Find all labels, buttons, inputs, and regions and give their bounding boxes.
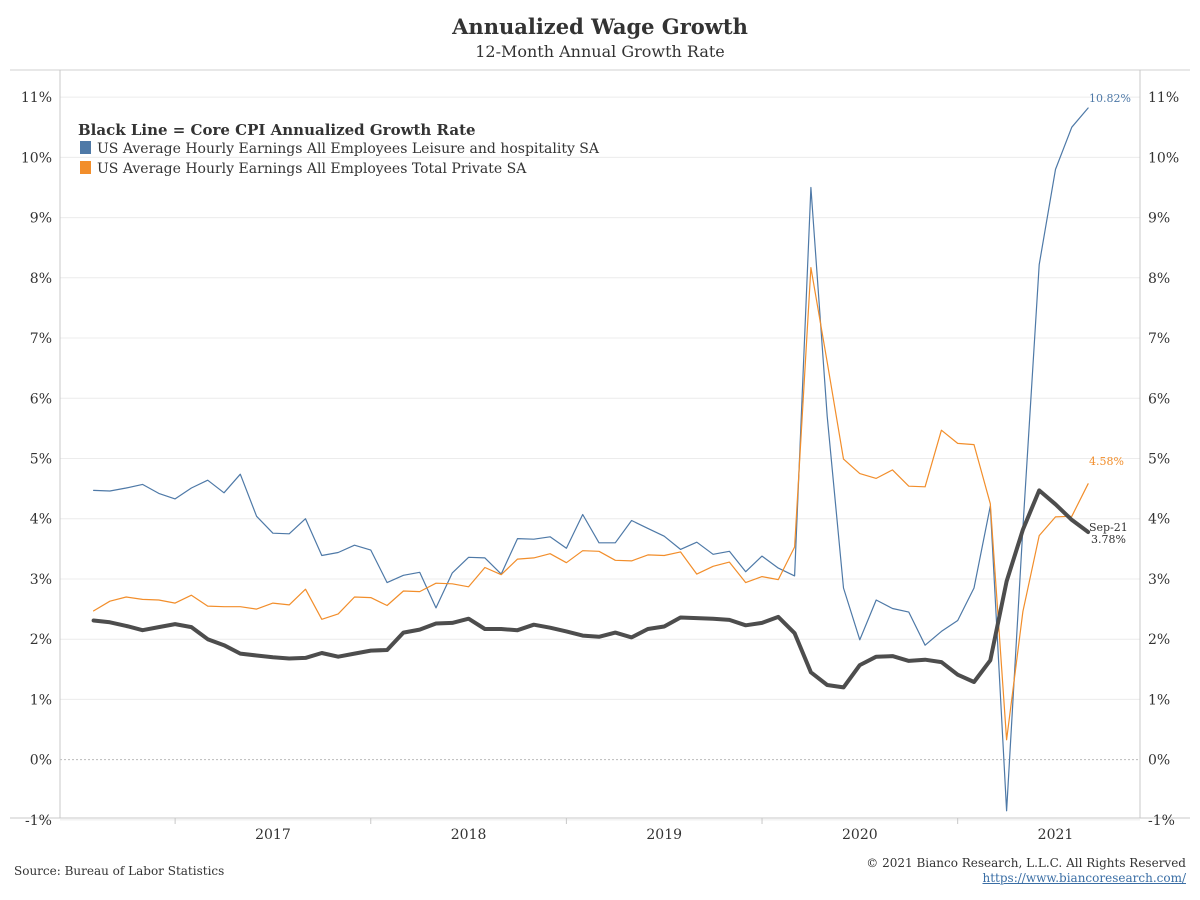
legend-title: Black Line = Core CPI Annualized Growth …: [78, 121, 476, 139]
y-tick-label-left: 8%: [30, 271, 52, 287]
private-end-label: 4.58%: [1089, 455, 1124, 468]
series-line-core-cpi: [91, 488, 1091, 690]
y-axis-left: -1% 0% 1% 2% 3% 4% 5% 6% 7% 8% 9% 10% 11%: [21, 90, 52, 829]
y-tick-label-right: 3%: [1148, 572, 1170, 588]
chart-subtitle: 12-Month Annual Growth Rate: [475, 42, 725, 61]
annotations: 10.82% 4.58% Sep-21 3.78%: [1089, 92, 1131, 546]
y-tick-label-left: 9%: [30, 211, 52, 227]
x-tick-label: 2021: [1038, 827, 1074, 843]
y-tick-label-left: 5%: [30, 452, 52, 468]
cpi-end-date-label: Sep-21: [1089, 521, 1128, 534]
chart-title: Annualized Wage Growth: [452, 14, 748, 39]
series-lines: [91, 107, 1091, 812]
cpi-end-value-label: 3.78%: [1091, 533, 1126, 546]
legend-item-leisure: US Average Hourly Earnings All Employees…: [97, 141, 600, 157]
grid-lines: [60, 96, 1140, 821]
y-tick-label-left: 6%: [30, 391, 52, 407]
x-tick-label: 2017: [255, 827, 291, 843]
y-tick-label-right: 0%: [1148, 753, 1170, 769]
y-axis-right: -1% 0% 1% 2% 3% 4% 5% 6% 7% 8% 9% 10% 11%: [1148, 90, 1179, 829]
y-tick-label-left: 7%: [30, 331, 52, 347]
y-tick-label-right: 2%: [1148, 632, 1170, 648]
y-tick-label-right: 9%: [1148, 211, 1170, 227]
legend: Black Line = Core CPI Annualized Growth …: [78, 121, 600, 177]
y-tick-label-right: 11%: [1148, 90, 1179, 106]
y-tick-label-right: 4%: [1148, 512, 1170, 528]
y-tick-label-left: 0%: [30, 753, 52, 769]
y-tick-label-right: 8%: [1148, 271, 1170, 287]
y-tick-label-left: -1%: [25, 813, 52, 829]
y-tick-label-right: 5%: [1148, 452, 1170, 468]
y-tick-label-left: 2%: [30, 632, 52, 648]
series-line-total-private: [92, 267, 1089, 741]
y-tick-label-left: 1%: [30, 692, 52, 708]
y-tick-label-right: 1%: [1148, 692, 1170, 708]
y-tick-label-right: 6%: [1148, 391, 1170, 407]
legend-item-private: US Average Hourly Earnings All Employees…: [97, 161, 527, 177]
y-tick-label-left: 3%: [30, 572, 52, 588]
y-tick-label-right: -1%: [1148, 813, 1175, 829]
y-tick-label-left: 10%: [21, 150, 52, 166]
plot-frame: [10, 69, 1190, 819]
legend-swatch-private: [80, 161, 91, 174]
x-tick-label: 2018: [451, 827, 487, 843]
y-tick-label-left: 11%: [21, 90, 52, 106]
legend-swatch-leisure: [80, 141, 91, 154]
series-line-leisure-hospitality: [92, 107, 1089, 812]
source-note: Source: Bureau of Labor Statistics: [14, 864, 225, 878]
x-axis: 2017 2018 2019 2020 2021: [174, 818, 1074, 843]
x-tick-label: 2019: [646, 827, 682, 843]
y-tick-label-left: 4%: [30, 512, 52, 528]
website-link[interactable]: https://www.biancoresearch.com/: [982, 871, 1186, 885]
y-tick-label-right: 7%: [1148, 331, 1170, 347]
x-tick-label: 2020: [842, 827, 878, 843]
copyright-note: © 2021 Bianco Research, L.L.C. All Right…: [866, 856, 1186, 870]
y-tick-label-right: 10%: [1148, 150, 1179, 166]
leisure-end-label: 10.82%: [1089, 92, 1131, 105]
